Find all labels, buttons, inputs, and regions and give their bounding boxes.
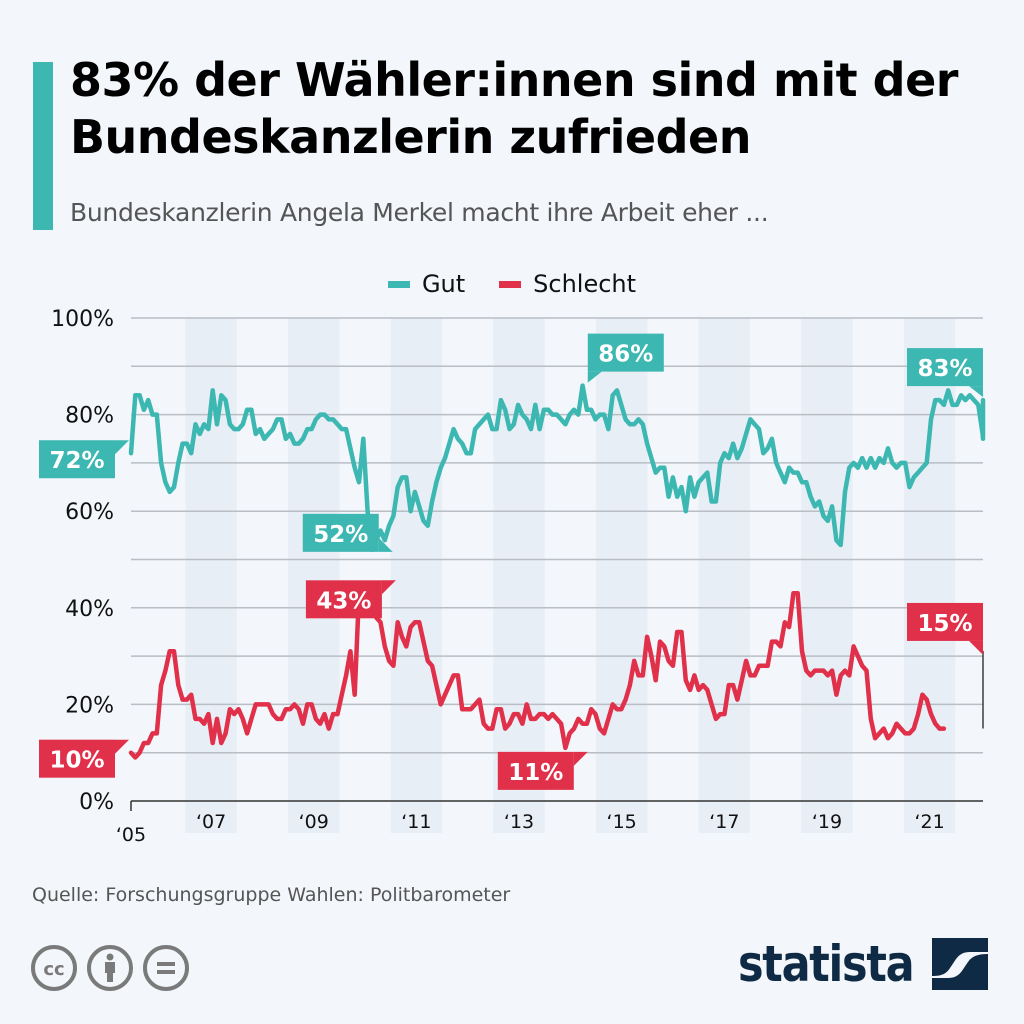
series-line-schlecht <box>128 591 947 760</box>
series-lines <box>128 383 986 760</box>
legend-label-schlecht: Schlecht <box>533 270 637 298</box>
y-tick-label: 0% <box>79 790 114 815</box>
by-attribution-icon[interactable] <box>86 944 134 992</box>
callout-box <box>302 513 379 552</box>
chart-subtitle: Bundeskanzlerin Angela Merkel macht ihre… <box>70 198 769 227</box>
y-tick-label: 40% <box>65 597 114 622</box>
cc-icon[interactable]: cc <box>30 944 78 992</box>
callout-box <box>39 440 115 479</box>
callout-box <box>907 602 983 641</box>
statista-logo-text: statista <box>738 935 915 993</box>
callout-pointer <box>573 751 588 766</box>
callout-label: 52% <box>313 522 368 548</box>
x-axis: ‘05 ‘07 ‘09 ‘11 ‘13 ‘15 ‘17 ‘19 ‘21 <box>116 811 945 846</box>
y-tick-label: 80% <box>65 404 114 429</box>
callout-label: 43% <box>316 588 371 614</box>
callout-pointer <box>969 386 983 398</box>
svg-text:cc: cc <box>43 959 64 980</box>
callout-label: 83% <box>917 356 972 382</box>
callout-label: 72% <box>49 448 104 474</box>
legend-label-gut: Gut <box>421 270 466 298</box>
series-line-gut <box>128 383 986 553</box>
license-icons: cc <box>30 944 190 992</box>
legend-swatch-schlecht <box>499 280 522 288</box>
x-tick-label: ‘15 <box>607 811 637 833</box>
chart-title: 83% der Wähler:innen sind mit der Bundes… <box>70 53 958 164</box>
callout-pointer <box>969 640 983 655</box>
x-tick-label: ‘19 <box>812 811 842 833</box>
x-tick-label: ‘05 <box>116 824 146 846</box>
statista-logo[interactable]: statista <box>738 938 988 990</box>
callout-box <box>587 333 664 372</box>
callout-gut-86: 86% <box>587 333 664 383</box>
x-tick-label: ‘17 <box>709 811 739 833</box>
callout-pointer <box>115 440 129 455</box>
gridlines <box>130 317 983 811</box>
title-accent-bar <box>33 62 53 230</box>
callout-box <box>39 739 115 778</box>
x-tick-label: ‘09 <box>299 811 329 833</box>
callout-label: 11% <box>508 760 563 786</box>
y-tick-label: 20% <box>65 693 114 718</box>
y-tick-label: 100% <box>51 307 114 332</box>
callout-schlecht-43: 43% <box>305 580 396 619</box>
callout-box <box>305 580 382 619</box>
callout-schlecht-10: 10% <box>39 739 129 778</box>
year-band <box>801 318 853 833</box>
y-axis: 0% 20% 40% 60% 80% 100% <box>51 307 114 815</box>
callout-gut-72: 72% <box>39 440 129 479</box>
x-tick-label: ‘11 <box>401 811 431 833</box>
callout-pointer <box>587 371 602 383</box>
x-tick-label: ‘13 <box>504 811 534 833</box>
year-band <box>288 318 340 833</box>
callout-box <box>907 348 983 387</box>
callout-label: 86% <box>598 342 653 368</box>
callout-label: 15% <box>917 611 972 637</box>
no-derivatives-icon[interactable] <box>142 944 190 992</box>
y-tick-label: 60% <box>65 500 114 525</box>
x-tick-label: ‘07 <box>196 811 226 833</box>
callout-gut-52: 52% <box>302 513 393 552</box>
callout-schlecht-11: 11% <box>497 751 588 790</box>
value-callouts: 72% 52% 86% 83% 10% 43% 11% 15% <box>39 333 984 790</box>
line-chart: 0% 20% 40% 60% 80% 100% ‘05 ‘07 ‘09 ‘11 ‘13 ‘15 ‘17… <box>39 307 986 846</box>
x-tick-label: ‘21 <box>915 811 945 833</box>
callout-box <box>497 751 574 790</box>
legend-swatch-gut <box>387 280 410 288</box>
callout-pointer <box>378 537 393 552</box>
statista-logo-icon <box>931 938 988 990</box>
year-band <box>390 318 443 833</box>
year-band <box>698 318 750 833</box>
legend-item-schlecht: Schlecht <box>499 270 636 298</box>
callout-pointer <box>381 580 396 595</box>
legend-item-gut: Gut <box>387 270 466 298</box>
year-band <box>596 318 648 833</box>
legend: Gut Schlecht <box>0 270 1024 298</box>
callout-gut-83: 83% <box>907 348 983 398</box>
callout-schlecht-15: 15% <box>907 602 983 655</box>
callout-label: 10% <box>49 748 104 774</box>
year-band <box>903 318 956 833</box>
source-note: Quelle: Forschungsgruppe Wahlen: Politba… <box>32 884 511 906</box>
callout-pointer <box>115 739 129 754</box>
